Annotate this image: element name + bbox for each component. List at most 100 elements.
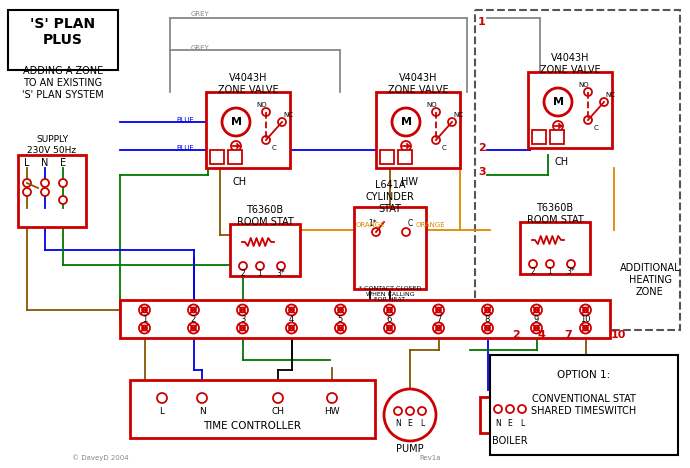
- Circle shape: [197, 393, 207, 403]
- Text: 8: 8: [485, 314, 490, 323]
- Text: M: M: [553, 97, 564, 107]
- Circle shape: [584, 88, 592, 96]
- Circle shape: [583, 326, 588, 330]
- Circle shape: [23, 188, 31, 196]
- Text: 7: 7: [564, 330, 572, 340]
- Text: CH: CH: [233, 177, 247, 187]
- Text: ORANGE: ORANGE: [355, 222, 385, 228]
- Text: NO: NO: [426, 102, 437, 108]
- Circle shape: [142, 307, 147, 313]
- Circle shape: [59, 196, 67, 204]
- Circle shape: [286, 322, 297, 334]
- Bar: [130, 380, 375, 438]
- Text: 3*: 3*: [277, 270, 286, 278]
- Text: T6360B
ROOM STAT: T6360B ROOM STAT: [526, 203, 583, 225]
- Circle shape: [546, 260, 554, 268]
- Text: HW: HW: [324, 408, 339, 417]
- Text: 7: 7: [436, 314, 441, 323]
- Text: 3*: 3*: [566, 268, 575, 277]
- Circle shape: [531, 322, 542, 334]
- Circle shape: [392, 108, 420, 136]
- Circle shape: [188, 305, 199, 315]
- Circle shape: [418, 407, 426, 415]
- Text: BLUE: BLUE: [176, 145, 194, 151]
- Bar: [398, 150, 412, 164]
- Circle shape: [338, 326, 343, 330]
- Text: 3: 3: [240, 314, 245, 323]
- Text: L: L: [420, 418, 424, 427]
- Circle shape: [485, 326, 490, 330]
- Circle shape: [327, 393, 337, 403]
- Text: 4: 4: [537, 330, 545, 340]
- Text: 3: 3: [478, 167, 486, 177]
- Circle shape: [553, 121, 563, 131]
- Text: CH: CH: [555, 157, 569, 167]
- Circle shape: [59, 179, 67, 187]
- Circle shape: [256, 262, 264, 270]
- Circle shape: [482, 305, 493, 315]
- Text: 1: 1: [548, 268, 553, 277]
- Bar: [380, 150, 394, 164]
- Circle shape: [534, 326, 539, 330]
- Circle shape: [384, 389, 436, 441]
- Circle shape: [335, 305, 346, 315]
- Text: NC: NC: [605, 92, 615, 98]
- Bar: [228, 150, 242, 164]
- Text: C: C: [442, 145, 446, 151]
- Text: C: C: [593, 125, 598, 131]
- Text: 2: 2: [241, 270, 246, 278]
- Text: NC: NC: [453, 112, 463, 118]
- Circle shape: [157, 393, 167, 403]
- Bar: [480, 397, 540, 433]
- Circle shape: [432, 108, 440, 116]
- Bar: [528, 72, 612, 148]
- Circle shape: [580, 322, 591, 334]
- Circle shape: [482, 322, 493, 334]
- Text: 2: 2: [512, 330, 520, 340]
- Text: SUPPLY
230V 50Hz: SUPPLY 230V 50Hz: [28, 135, 77, 155]
- Bar: [376, 92, 460, 168]
- Circle shape: [433, 305, 444, 315]
- Bar: [520, 222, 590, 274]
- Text: C: C: [272, 145, 277, 151]
- Text: 1*: 1*: [368, 219, 377, 228]
- Circle shape: [406, 407, 414, 415]
- Circle shape: [240, 307, 245, 313]
- Circle shape: [273, 393, 283, 403]
- Circle shape: [222, 108, 250, 136]
- Text: BLUE: BLUE: [176, 117, 194, 123]
- Circle shape: [485, 307, 490, 313]
- Text: C: C: [407, 219, 413, 228]
- Circle shape: [436, 326, 441, 330]
- Text: 1: 1: [257, 270, 262, 278]
- Bar: [18, 155, 86, 227]
- Text: 9: 9: [534, 314, 539, 323]
- Text: OPTION 1:: OPTION 1:: [558, 370, 611, 380]
- Circle shape: [41, 188, 49, 196]
- Text: E: E: [408, 418, 413, 427]
- Text: GREY: GREY: [190, 11, 209, 17]
- Text: 6: 6: [387, 314, 392, 323]
- Circle shape: [231, 141, 241, 151]
- Circle shape: [436, 307, 441, 313]
- Text: ORANGE: ORANGE: [415, 222, 445, 228]
- Circle shape: [338, 307, 343, 313]
- Text: L: L: [159, 408, 164, 417]
- Circle shape: [580, 305, 591, 315]
- Text: V4043H
ZONE VALVE: V4043H ZONE VALVE: [388, 73, 448, 95]
- Text: CONVENTIONAL STAT
SHARED TIMESWITCH: CONVENTIONAL STAT SHARED TIMESWITCH: [531, 394, 637, 416]
- Bar: [475, 10, 680, 330]
- Circle shape: [494, 405, 502, 413]
- Text: 10: 10: [611, 330, 626, 340]
- Circle shape: [277, 262, 285, 270]
- Text: 2: 2: [478, 143, 486, 153]
- Circle shape: [432, 136, 440, 144]
- Circle shape: [139, 305, 150, 315]
- Text: N: N: [395, 418, 401, 427]
- Circle shape: [191, 307, 196, 313]
- Circle shape: [402, 228, 410, 236]
- Circle shape: [384, 322, 395, 334]
- Circle shape: [286, 305, 297, 315]
- Circle shape: [237, 305, 248, 315]
- Text: CH: CH: [271, 408, 284, 417]
